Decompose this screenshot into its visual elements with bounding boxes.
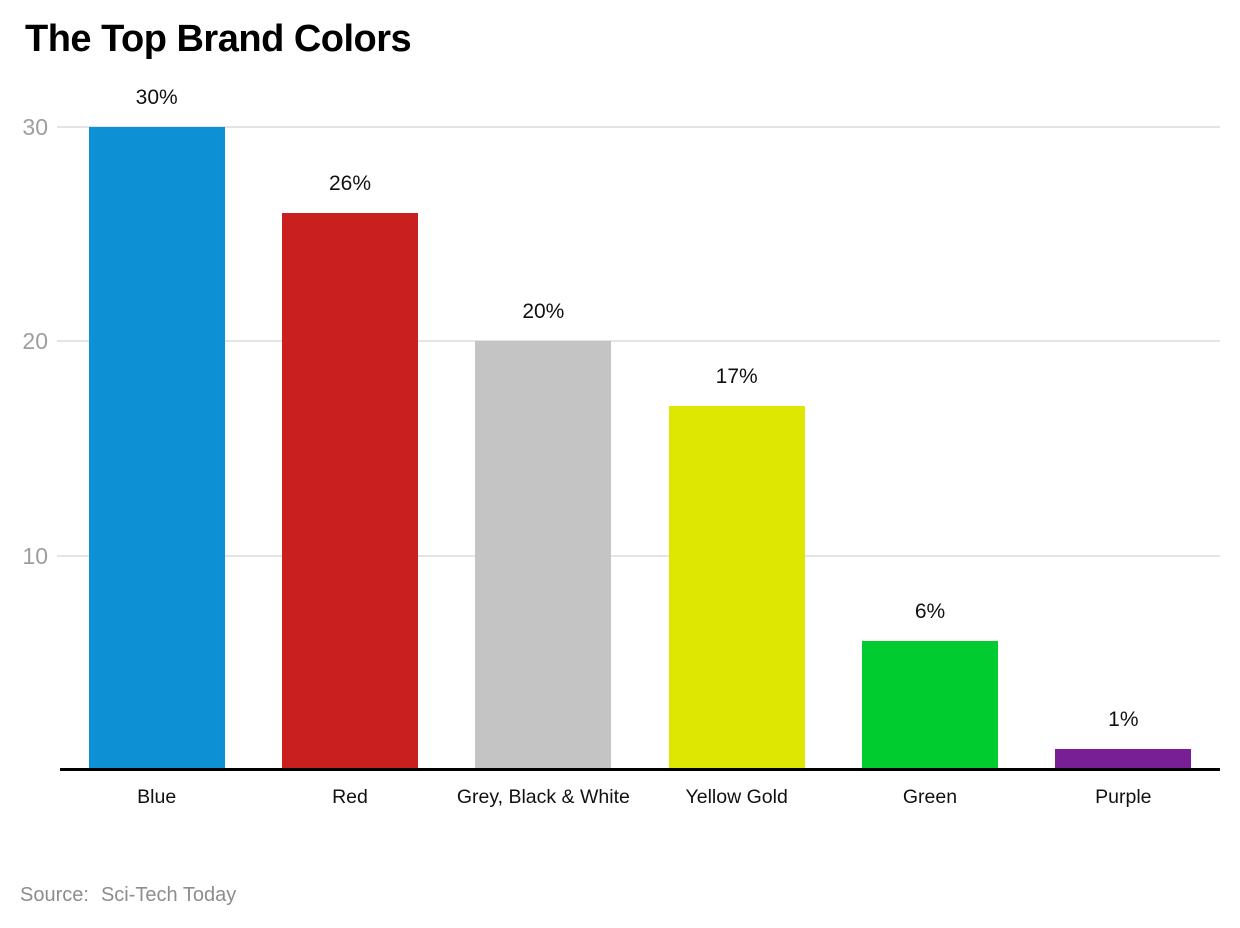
bar-red bbox=[282, 212, 418, 770]
bar-grey-black-white bbox=[475, 341, 612, 770]
y-tick-label: 20 bbox=[22, 328, 48, 355]
gridline-10 bbox=[57, 554, 1220, 557]
value-label: 6% bbox=[914, 600, 946, 624]
bar-green bbox=[862, 641, 998, 770]
value-label: 26% bbox=[328, 171, 372, 195]
y-tick-label: 30 bbox=[22, 114, 48, 140]
category-label: Grey, Black & White bbox=[456, 786, 630, 808]
value-label: 20% bbox=[522, 300, 565, 324]
category-label: Purple bbox=[1095, 786, 1152, 808]
category-label: Blue bbox=[137, 786, 177, 808]
chart-title: The Top Brand Colors bbox=[25, 18, 412, 60]
value-label: 17% bbox=[715, 364, 758, 388]
value-label: 30% bbox=[135, 86, 178, 109]
bar-blue bbox=[88, 127, 225, 770]
y-tick-label: 10 bbox=[22, 542, 48, 569]
category-label: Yellow Gold bbox=[685, 786, 788, 808]
x-axis-line bbox=[60, 768, 1220, 771]
source-name: Sci-Tech Today bbox=[100, 884, 237, 906]
bar-yellow-gold bbox=[668, 405, 805, 770]
category-label: Green bbox=[902, 786, 958, 808]
source-note: Source: Sci-Tech Today bbox=[20, 884, 236, 907]
value-label: 1% bbox=[1108, 707, 1139, 731]
gridline-30 bbox=[57, 126, 1220, 128]
source-prefix: Source: bbox=[20, 884, 89, 906]
bar-purple bbox=[1055, 748, 1192, 770]
category-label: Red bbox=[332, 786, 368, 808]
gridline-20 bbox=[57, 340, 1220, 343]
